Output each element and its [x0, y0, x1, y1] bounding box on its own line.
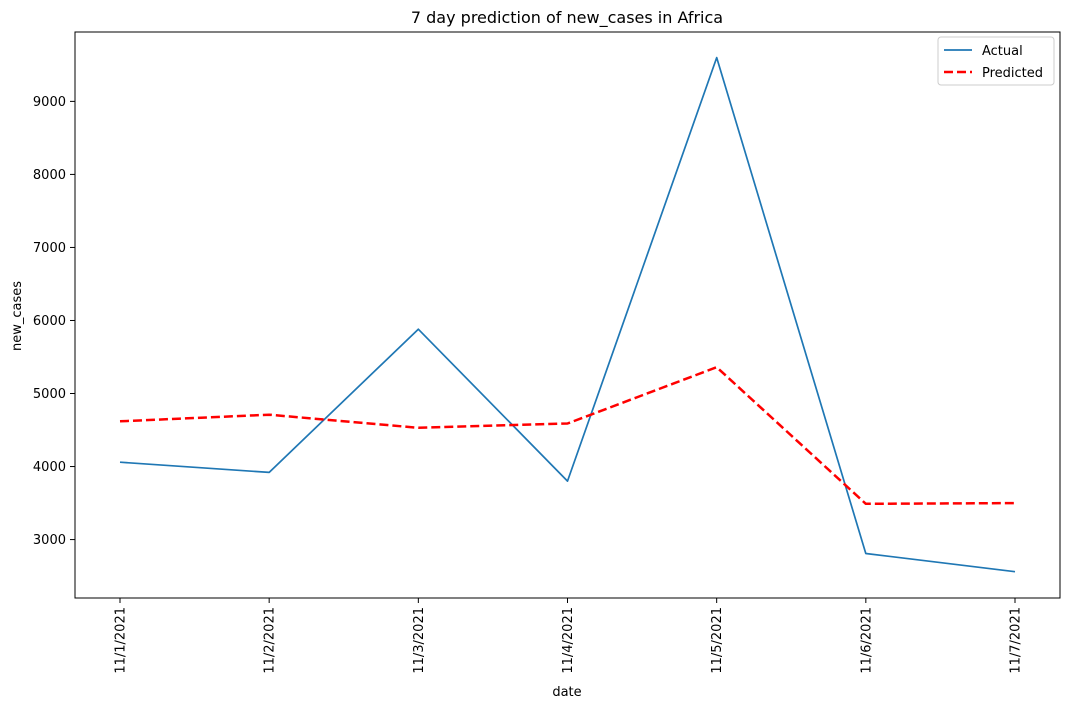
plot-area	[119, 56, 1016, 573]
legend: Actual Predicted	[937, 36, 1055, 86]
y-tick-label: 6000	[33, 314, 66, 329]
legend-label-predicted: Predicted	[982, 66, 1043, 81]
y-tick-label: 8000	[33, 168, 66, 183]
y-axis-label: new_cases	[10, 281, 25, 351]
x-tick-label: 11/1/2021	[114, 607, 129, 674]
chart-title: 7 day prediction of new_cases in Africa	[411, 8, 723, 28]
axes: 3000 4000 5000 6000 7000 8000 9000 11/1/2021 11/…	[33, 31, 1061, 674]
y-tick-label: 3000	[33, 533, 66, 548]
x-axis-label: date	[552, 685, 581, 700]
y-tick-label: 7000	[33, 241, 66, 256]
x-tick-label: 11/5/2021	[710, 607, 725, 674]
x-tick-label: 11/4/2021	[561, 607, 576, 674]
x-tick-label: 11/2/2021	[263, 607, 278, 674]
legend-box	[937, 36, 1055, 86]
x-tick-label: 11/3/2021	[412, 607, 427, 674]
y-tick-label: 4000	[33, 460, 66, 475]
x-tick-label: 11/7/2021	[1009, 607, 1024, 674]
y-tick-label: 9000	[33, 95, 66, 110]
series-line-actual	[119, 56, 1016, 573]
x-tick-label: 11/6/2021	[859, 607, 874, 674]
plot-frame	[74, 31, 1061, 599]
series-line-predicted	[119, 365, 1016, 506]
legend-label-actual: Actual	[982, 44, 1023, 59]
y-tick-label: 5000	[33, 387, 66, 402]
